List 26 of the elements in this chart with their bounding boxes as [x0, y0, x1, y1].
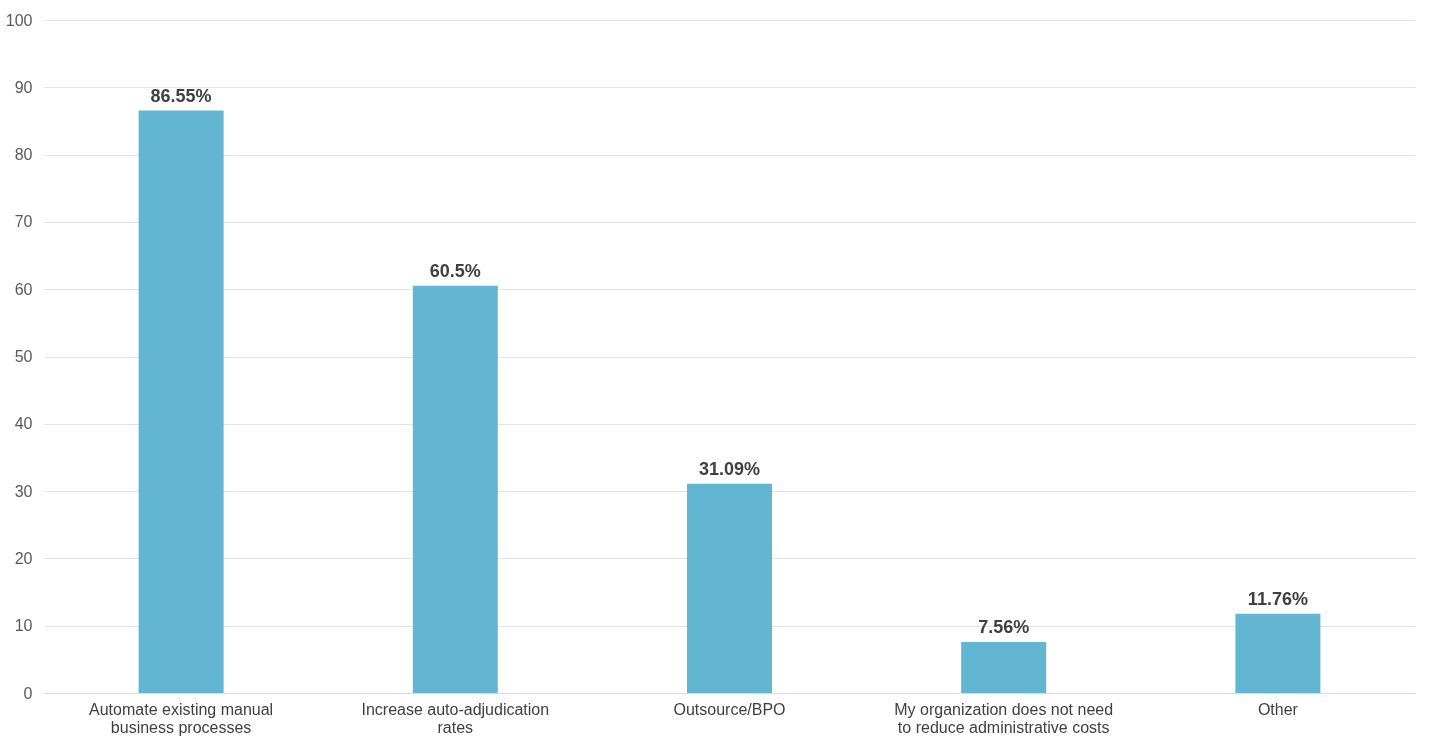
data-label: 60.5%	[429, 260, 481, 281]
y-tick-label: 60	[14, 280, 33, 298]
y-tick-label: 100	[5, 11, 33, 29]
x-tick-label: Other	[1257, 700, 1299, 718]
y-tick-label: 40	[14, 415, 33, 433]
x-tick-label: Increase auto-adjudication rates	[361, 700, 550, 736]
x-tick-label: Automate existing manual business processes	[89, 700, 274, 736]
y-tick-label: 20	[14, 549, 33, 567]
y-tick-label: 80	[14, 146, 33, 164]
bar	[138, 110, 224, 693]
y-tick-label: 0	[23, 684, 33, 702]
x-tick-label: My organization does not need to reduce administrative costs	[894, 700, 1114, 736]
bar	[1235, 613, 1321, 693]
data-label: 86.55%	[150, 85, 212, 106]
y-tick-label: 70	[14, 213, 33, 231]
bar	[961, 642, 1047, 693]
y-tick-label: 30	[14, 482, 33, 500]
bar	[412, 285, 498, 693]
y-tick-label: 10	[14, 617, 33, 635]
data-label: 11.76%	[1247, 588, 1308, 609]
y-tick-label: 50	[14, 348, 33, 365]
y-tick-label: 90	[14, 78, 33, 96]
data-label: 7.56%	[978, 617, 1030, 638]
data-label: 31.09%	[698, 458, 761, 479]
bar	[687, 483, 772, 693]
x-tick-label: Outsource/BPO	[673, 700, 786, 718]
